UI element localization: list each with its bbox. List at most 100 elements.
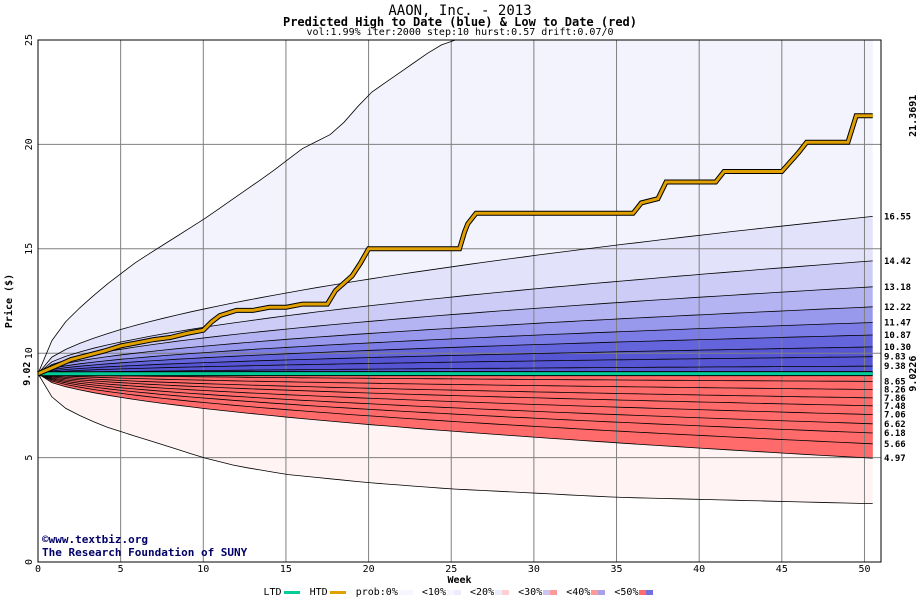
x-tick-label: 30 (528, 564, 540, 575)
legend-band-50-swatch (639, 590, 654, 595)
y-tick-label: 15 (24, 243, 35, 255)
legend-band-20-label: <20% (470, 587, 495, 598)
legend-band-20-swatch (495, 590, 510, 595)
high-band (38, 306, 873, 374)
low-percentile-line (37, 373, 873, 390)
legend-band-50: <50% (614, 587, 654, 598)
chart-subtitle: Predicted High to Date (blue) & Low to D… (282, 15, 637, 29)
high-band (38, 40, 873, 374)
simulation-params: vol:1.99% iter:2000 step:10 hurst:0.57 d… (306, 27, 614, 38)
legend-band-20: <20% (470, 587, 510, 598)
legend-band-40-swatch (591, 590, 606, 595)
low-percentile-line (37, 373, 873, 445)
high-percentile-line (37, 322, 873, 375)
x-tick-label: 45 (776, 564, 788, 575)
x-tick-label: 50 (858, 564, 870, 575)
legend-band-40: <40% (566, 587, 606, 598)
x-tick-label: 10 (197, 564, 209, 575)
y-axis-title: Price ($) (3, 274, 15, 328)
y-tick-label: 0 (24, 559, 35, 565)
low-percentile-line (37, 373, 873, 434)
low-percentile-line (37, 373, 873, 399)
legend-ltd-swatch (283, 591, 300, 594)
high-band (38, 322, 873, 374)
percentile-label: 14.42 (884, 257, 911, 267)
percentile-label: 7.06 (884, 411, 906, 421)
x-tick-label: 40 (693, 564, 705, 575)
legend-prob: prob:0% (356, 587, 414, 598)
percentile-label: 7.48 (884, 402, 906, 412)
legend-band-40-label: <40% (566, 587, 591, 598)
low-percentile-line (37, 373, 873, 407)
high-percentile-line (37, 346, 873, 375)
low-percentile-line (37, 373, 873, 415)
percentile-label: 4.97 (884, 454, 906, 464)
x-tick-label: 35 (611, 564, 623, 575)
legend-ltd-label: LTD (263, 587, 282, 598)
percentile-label: 7.86 (884, 394, 906, 404)
percentile-label: 8.65 (884, 377, 906, 387)
high-percentile-line (37, 356, 873, 375)
start-price-label: 9.02 (22, 362, 33, 386)
y-tick-label: 25 (24, 34, 35, 46)
percentile-label: 8.26 (884, 386, 906, 396)
chart-title: AAON, Inc. - 2013 (388, 3, 532, 19)
low-percentile-line (37, 373, 873, 504)
legend-band-10-swatch (446, 590, 461, 595)
high-band (38, 356, 873, 374)
high-percentile-line (37, 260, 873, 375)
foundation-credit: The Research Foundation of SUNY (42, 546, 248, 559)
legend-band-10-label: <10% (421, 587, 446, 598)
percentile-label: 16.55 (884, 212, 911, 222)
legend-prob-label: prob:0% (355, 587, 398, 598)
legend-htd-swatch (329, 591, 346, 594)
low-band (38, 373, 873, 459)
percentile-label: 10.30 (884, 343, 911, 353)
high-band (38, 286, 873, 374)
x-tick-label: 0 (35, 564, 41, 575)
y-tick-label: 10 (24, 347, 35, 359)
high-to-date-final-label: 21.3691 (908, 95, 919, 137)
high-percentile-line (37, 365, 873, 375)
x-tick-label: 5 (118, 564, 124, 575)
high-percentile-line (37, 306, 873, 375)
low-percentile-line (37, 373, 873, 425)
x-axis-title: Week (447, 575, 471, 586)
percentile-label: 10.87 (884, 331, 911, 341)
high-percentile-line (37, 216, 873, 374)
legend-band-30-swatch (543, 590, 558, 595)
percentile-label: 12.22 (884, 303, 911, 313)
legend-band-10: <10% (422, 587, 462, 598)
x-tick-label: 25 (445, 564, 457, 575)
chart-legend: LTD HTD prob:0% <10% <20% <30% <40% <50% (0, 587, 920, 598)
percentile-label: 13.18 (884, 283, 911, 293)
low-percentile-line (37, 373, 873, 382)
x-tick-label: 15 (280, 564, 292, 575)
copyright-credit: ©www.textbiz.org (42, 533, 148, 546)
legend-htd-label: HTD (309, 587, 328, 598)
high-to-date-line (37, 114, 873, 376)
percentile-label: 9.83 (884, 353, 906, 363)
percentile-label: 11.47 (884, 319, 911, 329)
high-band (38, 216, 873, 374)
low-percentile-line (37, 373, 873, 459)
legend-prob-swatch (398, 590, 413, 595)
legend-ltd: LTD (264, 587, 302, 598)
percentile-label: 9.38 (884, 362, 906, 372)
low-to-date-final-label: 9.0226 (908, 356, 919, 392)
high-percentile-line (37, 286, 873, 375)
legend-band-30-label: <30% (518, 587, 543, 598)
percentile-label: 6.62 (884, 420, 906, 430)
percentile-label: 5.66 (884, 440, 906, 450)
percentile-label: 6.18 (884, 429, 906, 439)
y-tick-label: 5 (24, 455, 35, 461)
plot-border (37, 39, 882, 563)
legend-htd: HTD (310, 587, 348, 598)
high-band (38, 260, 873, 374)
high-band (38, 335, 873, 374)
x-tick-label: 20 (363, 564, 375, 575)
legend-band-30: <30% (518, 587, 558, 598)
y-tick-label: 20 (24, 138, 35, 150)
high-percentile-line (37, 334, 873, 375)
